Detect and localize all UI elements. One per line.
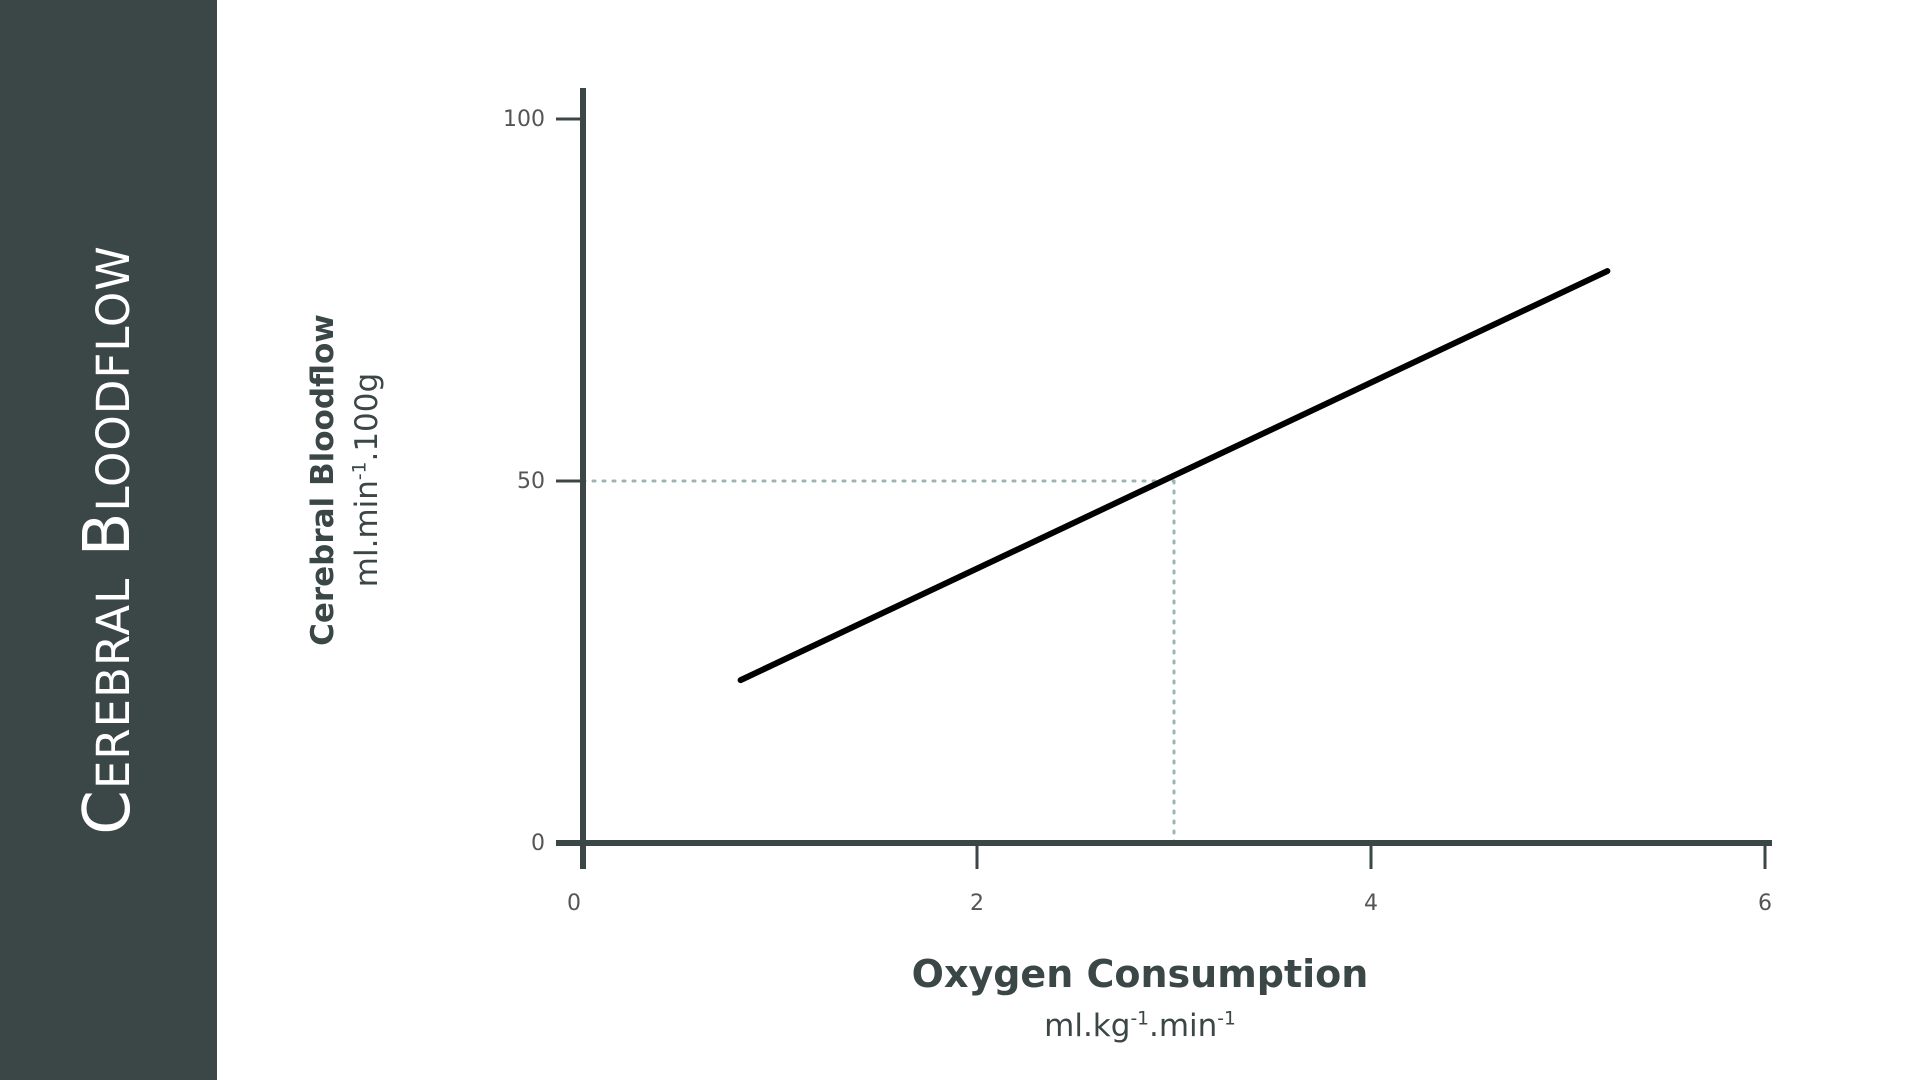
y-tick-label-0: 0 xyxy=(531,831,545,856)
x-tick-label-3: 6 xyxy=(1758,891,1772,916)
x-axis-label-block: Oxygen Consumption ml.kg-1.min-1 xyxy=(912,948,1369,1052)
x-tick-label-1: 2 xyxy=(970,891,984,916)
side-panel: Cerebral Bloodflow xyxy=(0,0,217,1080)
x-tick-label-2: 4 xyxy=(1364,891,1378,916)
x-unit-part-2: .min xyxy=(1148,1008,1218,1044)
x-axis-unit: ml.kg-1.min-1 xyxy=(912,1000,1369,1052)
series-line-0 xyxy=(737,268,1611,684)
x-tick-label-0: 0 xyxy=(567,891,581,916)
y-axis-label: Cerebral Bloodflow xyxy=(305,314,341,646)
y-axis-label-block: Cerebral Bloodflow ml.min-1.100g xyxy=(301,314,389,646)
y-unit-exponent-1: -1 xyxy=(349,461,371,481)
x-unit-part-1: ml.kg xyxy=(1044,1008,1131,1044)
y-tick-label-2: 100 xyxy=(503,107,545,132)
x-unit-exponent-1: -1 xyxy=(1130,1008,1149,1030)
y-unit-part-2: .100g xyxy=(349,372,385,462)
y-axis-unit: ml.min-1.100g xyxy=(345,314,389,646)
y-unit-part-1: ml.min xyxy=(349,480,385,588)
y-tick-label-1: 50 xyxy=(517,469,545,494)
x-axis-label: Oxygen Consumption xyxy=(911,952,1369,996)
x-unit-exponent-2: -1 xyxy=(1217,1008,1236,1030)
